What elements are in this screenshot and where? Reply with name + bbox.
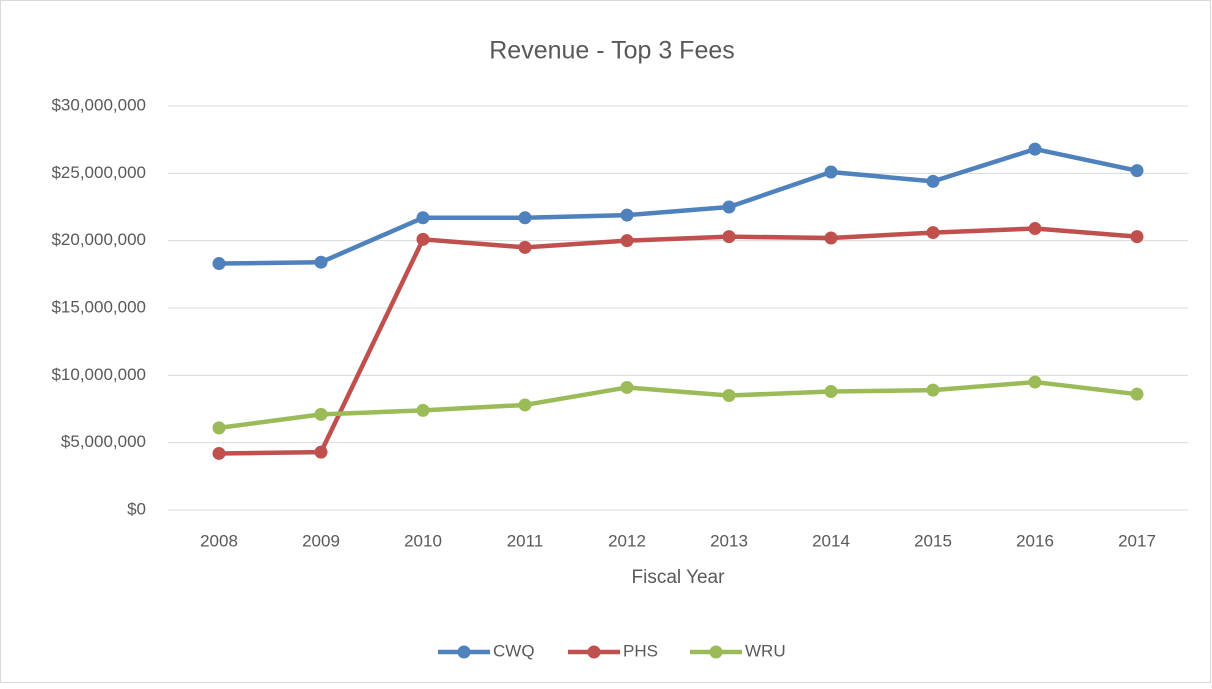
data-point bbox=[1028, 142, 1042, 156]
data-point bbox=[314, 445, 328, 459]
legend-marker bbox=[587, 645, 601, 659]
series-line bbox=[218, 379, 1138, 431]
y-tick-label: $15,000,000 bbox=[51, 297, 146, 316]
x-tick-label: 2012 bbox=[608, 531, 646, 550]
data-point bbox=[824, 165, 838, 179]
data-point bbox=[926, 174, 940, 188]
data-point bbox=[926, 383, 940, 397]
data-point bbox=[518, 240, 532, 254]
data-point bbox=[620, 234, 634, 248]
data-point bbox=[620, 208, 634, 222]
data-point bbox=[416, 211, 430, 225]
y-tick-label: $10,000,000 bbox=[51, 365, 146, 384]
data-point bbox=[1130, 164, 1144, 178]
series-line bbox=[218, 146, 1138, 266]
y-tick-label: $5,000,000 bbox=[61, 432, 146, 451]
x-tick-label: 2008 bbox=[200, 531, 238, 550]
data-point bbox=[416, 232, 430, 246]
y-tick-label: $0 bbox=[127, 499, 146, 518]
data-point bbox=[314, 407, 328, 421]
data-point bbox=[926, 226, 940, 240]
data-point bbox=[314, 255, 328, 269]
data-point bbox=[1130, 387, 1144, 401]
x-axis-label: Fiscal Year bbox=[632, 567, 726, 588]
x-tick-label: 2016 bbox=[1016, 531, 1054, 550]
data-point bbox=[722, 200, 736, 214]
data-point bbox=[824, 384, 838, 398]
y-tick-label: $20,000,000 bbox=[51, 230, 146, 249]
x-tick-label: 2009 bbox=[302, 531, 340, 550]
x-tick-label: 2014 bbox=[812, 531, 850, 550]
data-point bbox=[212, 257, 226, 271]
data-point bbox=[1028, 375, 1042, 389]
y-tick-label: $30,000,000 bbox=[51, 95, 146, 114]
x-tick-label: 2011 bbox=[507, 531, 544, 550]
x-tick-label: 2010 bbox=[404, 531, 442, 550]
data-point bbox=[212, 421, 226, 435]
data-point bbox=[518, 211, 532, 225]
data-point bbox=[416, 403, 430, 417]
data-point bbox=[518, 398, 532, 412]
data-point bbox=[620, 380, 634, 394]
data-point bbox=[1028, 222, 1042, 236]
data-point bbox=[722, 230, 736, 244]
legend-label: WRU bbox=[745, 641, 786, 660]
legend-label: CWQ bbox=[493, 641, 535, 660]
legend-marker bbox=[709, 645, 723, 659]
chart-title: Revenue - Top 3 Fees bbox=[489, 37, 735, 65]
series-line bbox=[218, 226, 1138, 456]
legend-label: PHS bbox=[623, 641, 658, 660]
data-point bbox=[1130, 230, 1144, 244]
data-point bbox=[212, 446, 226, 460]
x-tick-label: 2015 bbox=[914, 531, 952, 550]
legend-marker bbox=[457, 645, 471, 659]
data-point bbox=[824, 231, 838, 245]
x-tick-label: 2013 bbox=[710, 531, 748, 550]
y-tick-label: $25,000,000 bbox=[51, 163, 146, 182]
x-tick-label: 2017 bbox=[1118, 531, 1156, 550]
data-point bbox=[722, 389, 736, 403]
